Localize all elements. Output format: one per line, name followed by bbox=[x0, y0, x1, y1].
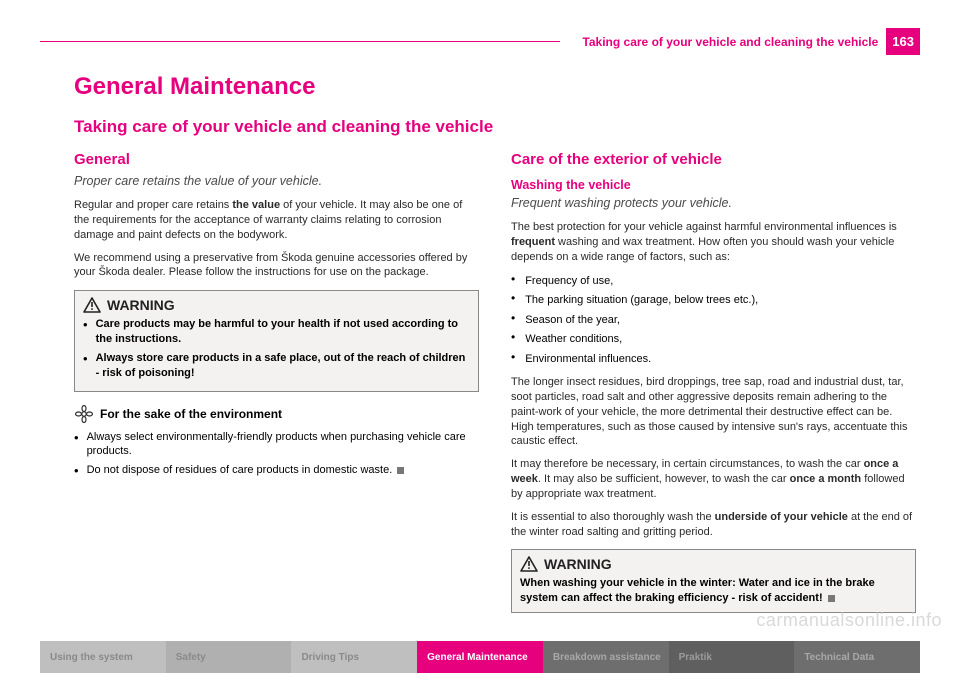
warning-p1: Care products may be harmful to your hea… bbox=[96, 317, 470, 347]
warning-header: WARNING bbox=[83, 297, 470, 313]
chapter-title: General Maintenance bbox=[74, 73, 920, 101]
page-number: 163 bbox=[886, 28, 920, 55]
warning-text: When washing your vehicle in the winter:… bbox=[520, 576, 907, 606]
warning-p2: Always store care products in a safe pla… bbox=[96, 351, 470, 381]
env-p1: Always select environmentally-friendly p… bbox=[87, 430, 479, 460]
nav-tab-praktik[interactable]: Praktik bbox=[669, 641, 795, 673]
environment-header: For the sake of the environment bbox=[74, 404, 479, 424]
text: washing and wax treatment. How often you… bbox=[511, 236, 894, 263]
text-bold: underside of your vehicle bbox=[715, 511, 848, 523]
nav-tab-technical-data[interactable]: Technical Data bbox=[794, 641, 920, 673]
warning-bullet: • Care products may be harmful to your h… bbox=[83, 317, 470, 347]
text-bold: the value bbox=[232, 199, 280, 211]
list-item: • Weather conditions, bbox=[511, 331, 916, 348]
washing-p4: It is essential to also thoroughly wash … bbox=[511, 510, 916, 540]
general-p1: Regular and proper care retains the valu… bbox=[74, 198, 479, 243]
end-of-section-icon bbox=[397, 467, 404, 474]
list-text: Weather conditions, bbox=[525, 331, 622, 348]
washing-p2: The longer insect residues, bird droppin… bbox=[511, 375, 916, 449]
warning-icon bbox=[83, 297, 101, 313]
text: The best protection for your vehicle aga… bbox=[511, 221, 897, 233]
list-text: Frequency of use, bbox=[525, 273, 613, 290]
chapter-subtitle: Taking care of your vehicle and cleaning… bbox=[74, 117, 920, 137]
warning-label: WARNING bbox=[544, 556, 612, 572]
environment-label: For the sake of the environment bbox=[100, 407, 282, 421]
header-section-title: Taking care of your vehicle and cleaning… bbox=[574, 29, 886, 55]
section-heading-exterior: Care of the exterior of vehicle bbox=[511, 151, 916, 168]
intro-general: Proper care retains the value of your ve… bbox=[74, 174, 479, 188]
list-text: The parking situation (garage, below tre… bbox=[525, 292, 758, 309]
sub-heading-washing: Washing the vehicle bbox=[511, 178, 916, 192]
nav-tab-safety[interactable]: Safety bbox=[166, 641, 292, 673]
list-text: Environmental influences. bbox=[525, 351, 651, 368]
text-bold: once a month bbox=[790, 473, 862, 485]
list-item: • Season of the year, bbox=[511, 312, 916, 329]
bullet-dot: • bbox=[511, 312, 515, 329]
list-item: • Frequency of use, bbox=[511, 273, 916, 290]
flower-icon bbox=[74, 404, 94, 424]
list-text: Season of the year, bbox=[525, 312, 620, 329]
list-item: • The parking situation (garage, below tr… bbox=[511, 292, 916, 309]
bullet-dot: • bbox=[83, 317, 88, 347]
nav-tab-using-system[interactable]: Using the system bbox=[40, 641, 166, 673]
text: Regular and proper care retains bbox=[74, 199, 232, 211]
warning-box: WARNING When washing your vehicle in the… bbox=[511, 549, 916, 613]
bullet-dot: • bbox=[74, 463, 79, 478]
header-bar: Taking care of your vehicle and cleaning… bbox=[40, 28, 920, 55]
washing-p3: It may therefore be necessary, in certai… bbox=[511, 457, 916, 502]
washing-p1: The best protection for your vehicle aga… bbox=[511, 220, 916, 265]
end-of-section-icon bbox=[828, 595, 835, 602]
nav-tab-breakdown[interactable]: Breakdown assistance bbox=[543, 641, 669, 673]
text: When washing your vehicle in the winter:… bbox=[520, 577, 875, 604]
page: Taking care of your vehicle and cleaning… bbox=[0, 0, 960, 673]
bullet-dot: • bbox=[83, 351, 88, 381]
bullet-dot: • bbox=[511, 331, 515, 348]
bullet-dot: • bbox=[511, 273, 515, 290]
warning-box: WARNING • Care products may be harmful t… bbox=[74, 290, 479, 391]
list-item: • Environmental influences. bbox=[511, 351, 916, 368]
text: It is essential to also thoroughly wash … bbox=[511, 511, 715, 523]
factor-list: • Frequency of use, • The parking situatio… bbox=[511, 273, 916, 368]
content-columns: General Proper care retains the value of… bbox=[40, 151, 920, 623]
left-column: General Proper care retains the value of… bbox=[74, 151, 479, 623]
bullet-dot: • bbox=[511, 351, 515, 368]
env-bullet: • Do not dispose of residues of care pro… bbox=[74, 463, 479, 478]
env-p2: Do not dispose of residues of care produ… bbox=[87, 463, 405, 478]
env-bullet: • Always select environmentally-friendly… bbox=[74, 430, 479, 460]
warning-header: WARNING bbox=[520, 556, 907, 572]
general-p2: We recommend using a preservative from Š… bbox=[74, 251, 479, 281]
intro-washing: Frequent washing protects your vehicle. bbox=[511, 196, 916, 210]
text: Do not dispose of residues of care produ… bbox=[87, 464, 393, 476]
nav-tab-driving-tips[interactable]: Driving Tips bbox=[291, 641, 417, 673]
nav-tab-general-maintenance[interactable]: General Maintenance bbox=[417, 641, 543, 673]
text: It may therefore be necessary, in certai… bbox=[511, 458, 864, 470]
text-bold: frequent bbox=[511, 236, 555, 248]
section-heading-general: General bbox=[74, 151, 479, 168]
header-rule bbox=[40, 41, 560, 43]
bullet-dot: • bbox=[511, 292, 515, 309]
bullet-dot: • bbox=[74, 430, 79, 460]
header-title-wrap: Taking care of your vehicle and cleaning… bbox=[574, 28, 920, 55]
warning-bullet: • Always store care products in a safe p… bbox=[83, 351, 470, 381]
right-column: Care of the exterior of vehicle Washing … bbox=[511, 151, 916, 623]
warning-icon bbox=[520, 556, 538, 572]
text: . It may also be sufficient, however, to… bbox=[538, 473, 790, 485]
bottom-nav: Using the system Safety Driving Tips Gen… bbox=[40, 641, 920, 673]
warning-label: WARNING bbox=[107, 297, 175, 313]
